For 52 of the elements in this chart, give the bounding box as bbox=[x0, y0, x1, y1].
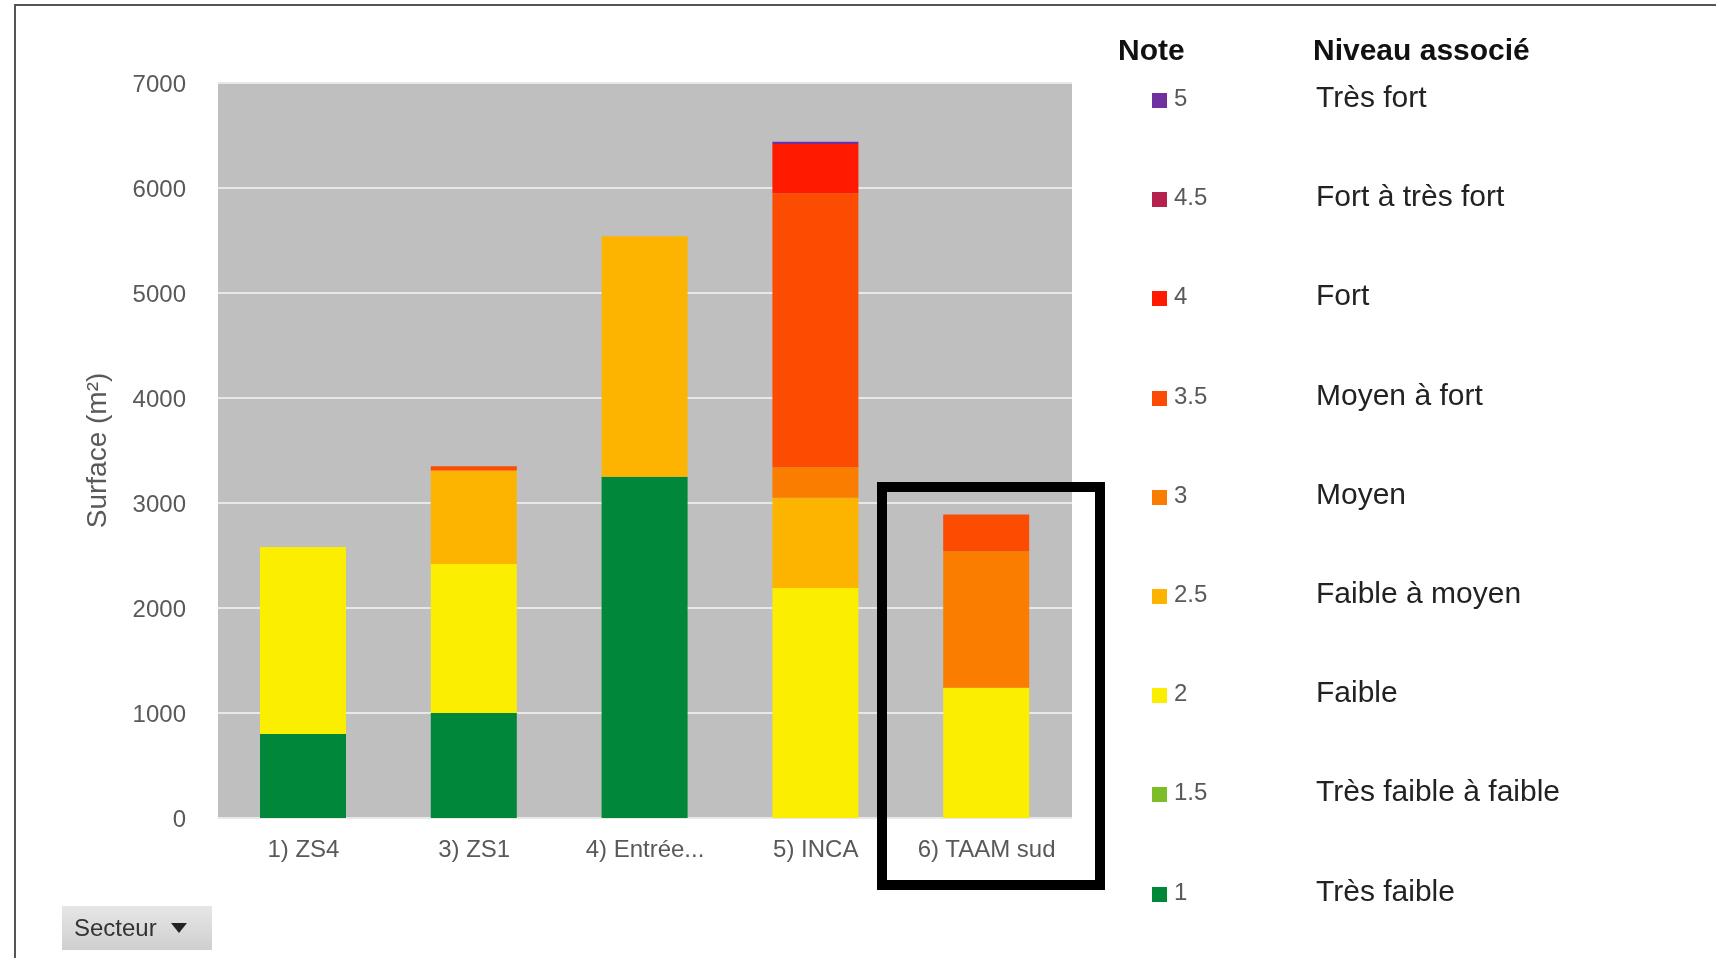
text: Niveau associé bbox=[1313, 33, 1530, 67]
text: Moyen bbox=[1316, 476, 1407, 511]
bar bbox=[260, 734, 346, 818]
text: Très faible bbox=[1316, 873, 1455, 908]
bar bbox=[943, 687, 1030, 818]
x-tick-label: 5) INCA bbox=[773, 835, 859, 863]
y-tick-label: 5000 bbox=[132, 279, 186, 307]
bar bbox=[772, 141, 859, 144]
x-tick-label: 4) Entrée... bbox=[585, 835, 705, 863]
y-tick-label: 2000 bbox=[132, 594, 186, 622]
legend-label: 2 bbox=[1174, 679, 1188, 708]
bar bbox=[772, 193, 859, 468]
legend-label: 5 bbox=[1174, 84, 1188, 112]
bar bbox=[430, 713, 517, 818]
text: Faible bbox=[1316, 675, 1398, 710]
bar bbox=[772, 588, 859, 818]
y-tick-label: 4000 bbox=[132, 384, 186, 412]
y-tick-label: 0 bbox=[172, 804, 186, 832]
legend-label: 3 bbox=[1174, 480, 1188, 509]
bar bbox=[943, 551, 1030, 688]
y-tick-label: 3000 bbox=[132, 489, 186, 517]
y-tick-label: 6000 bbox=[132, 174, 186, 202]
text: Fort à très fort bbox=[1316, 179, 1505, 214]
bar bbox=[772, 497, 859, 589]
text: Faible à moyen bbox=[1316, 576, 1522, 610]
legend-label: 4 bbox=[1174, 282, 1188, 311]
bar bbox=[772, 143, 859, 194]
text: Très faible à faible bbox=[1316, 774, 1561, 809]
bar bbox=[260, 547, 346, 734]
x-tick-label: 1) ZS4 bbox=[267, 835, 340, 863]
y-tick-label: 1000 bbox=[132, 699, 186, 727]
legend-label: 2.5 bbox=[1174, 580, 1208, 608]
filter-button: Secteur bbox=[62, 906, 212, 950]
legend-label: 4.5 bbox=[1174, 183, 1208, 212]
bar bbox=[430, 470, 517, 564]
bar bbox=[772, 467, 859, 498]
bar bbox=[430, 563, 517, 713]
y-axis-title: Surface (m²) bbox=[80, 372, 112, 529]
legend-title: Note bbox=[1118, 33, 1185, 67]
text: Moyen à fort bbox=[1316, 377, 1483, 412]
bar bbox=[943, 514, 1030, 552]
legend-label: 1.5 bbox=[1174, 778, 1208, 807]
text: Très fort bbox=[1316, 80, 1427, 114]
bar bbox=[430, 466, 517, 471]
legend-label: 3.5 bbox=[1174, 381, 1208, 410]
y-tick-label: 7000 bbox=[132, 69, 186, 97]
text: Fort bbox=[1316, 278, 1370, 313]
bar bbox=[601, 236, 688, 477]
bar bbox=[601, 476, 688, 818]
x-tick-label: 3) ZS1 bbox=[438, 835, 511, 863]
x-tick-label: 6) TAAM sud bbox=[917, 835, 1056, 863]
legend-label: 1 bbox=[1174, 877, 1188, 906]
